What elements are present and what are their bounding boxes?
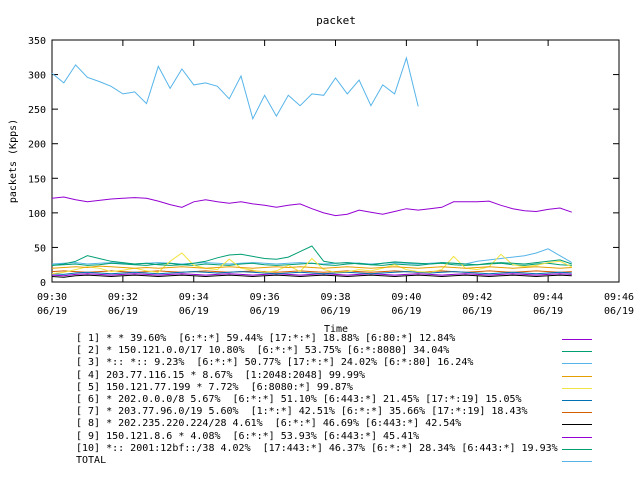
legend-entry: [ 5] 150.121.77.199 * 7.72% [6:8080:*] 9…	[0, 382, 640, 394]
legend-label: [10] *:: 2001:12bf::/38 4.02% [17:443:*]…	[76, 442, 558, 454]
legend-label: [ 4] 203.77.116.15 * 8.67% [1:2048:2048]…	[76, 369, 365, 381]
series-line-6	[51, 271, 572, 275]
legend-swatch	[562, 375, 592, 377]
legend-entry: [ 4] 203.77.116.15 * 8.67% [1:2048:2048]…	[0, 370, 640, 382]
legend-entry: [ 7] * 203.77.96.0/19 5.60% [1:*:*] 42.5…	[0, 406, 640, 418]
series-line-5	[51, 252, 573, 275]
legend-entry: [ 8] * 202.235.220.224/28 4.61% [6:*:*] …	[0, 418, 640, 430]
y-axis-label: packets (Kpps)	[8, 119, 19, 203]
x-tick-date-label: 06/19	[320, 306, 350, 317]
y-axis-ticks: 0 50 100 150 200 250 300 350	[28, 36, 619, 289]
legend-swatch	[562, 387, 592, 389]
legend-entry: [ 6] * 202.0.0.0/8 5.67% [6:*:*] 51.10% …	[0, 394, 640, 406]
legend-swatch	[562, 400, 592, 401]
y-tick-label: 200	[28, 140, 46, 151]
legend-label: [ 7] * 203.77.96.0/19 5.60% [1:*:*] 42.5…	[76, 406, 528, 418]
legend-label: [ 8] * 202.235.220.224/28 4.61% [6:*:*] …	[76, 418, 462, 430]
x-tick-time-label: 09:42	[462, 292, 492, 303]
series-line-4	[51, 265, 572, 269]
x-tick-time-label: 09:44	[533, 292, 563, 303]
legend-swatch	[562, 436, 592, 438]
y-tick-label: 350	[28, 36, 46, 47]
legend-swatch	[562, 412, 592, 414]
x-tick-date-label: 06/19	[179, 306, 209, 317]
legend-label: [ 9] 150.121.8.6 * 4.08% [6:*:*] 53.93% …	[76, 430, 420, 442]
y-tick-label: 100	[28, 209, 46, 220]
x-axis-ticks: 09:30 06/19 09:32 06/19 09:34 06/19 09:36 06/19…	[37, 40, 634, 317]
plot-frame	[51, 39, 620, 283]
x-tick-time-label: 09:40	[391, 292, 421, 303]
legend-entry: [ 2] * 150.121.0.0/17 10.80% [6:*:*] 53.…	[0, 345, 640, 357]
y-tick-label: 250	[28, 105, 46, 116]
legend-entry: [10] *:: 2001:12bf::/38 4.02% [17:443:*]…	[0, 443, 640, 455]
legend-label: [ 6] * 202.0.0.0/8 5.67% [6:*:*] 51.10% …	[76, 394, 522, 405]
y-tick-label: 50	[34, 243, 46, 254]
x-tick-date-label: 06/19	[391, 306, 421, 317]
x-tick-time-label: 09:38	[320, 292, 350, 303]
y-tick-label: 150	[28, 174, 46, 185]
legend-swatch	[562, 351, 592, 353]
x-axis-label: Time	[324, 324, 348, 335]
x-tick-time-label: 09:34	[179, 292, 209, 303]
legend-entry: [ 9] 150.121.8.6 * 4.08% [6:*:*] 53.93% …	[0, 431, 640, 443]
x-tick-date-label: 06/19	[604, 306, 634, 317]
legend-entry: TOTAL	[0, 455, 640, 467]
y-tick-label: 300	[28, 71, 46, 82]
x-tick-date-label: 06/19	[533, 306, 563, 317]
series-line-2	[51, 245, 572, 266]
x-tick-date-label: 06/19	[250, 306, 280, 317]
series-layer	[51, 56, 573, 278]
legend-entry: [ 3] *:: *:: 9.23% [6:*:*] 50.77% [17:*:…	[0, 357, 640, 369]
legend-label: [ 1] * * 39.60% [6:*:*] 59.44% [17:*:*] …	[76, 333, 456, 344]
legend-swatch	[562, 448, 592, 450]
y-tick-label: 0	[40, 278, 46, 289]
legend-label: [ 5] 150.121.77.199 * 7.72% [6:8080:*] 9…	[76, 381, 353, 393]
chart-title: packet	[316, 14, 356, 27]
legend-swatch	[562, 461, 592, 462]
x-tick-time-label: 09:32	[108, 292, 138, 303]
x-tick-date-label: 06/19	[37, 306, 67, 317]
legend-label: [ 2] * 150.121.0.0/17 10.80% [6:*:*] 53.…	[76, 345, 450, 357]
series-line-1	[51, 196, 572, 217]
series-line-9	[51, 273, 572, 277]
x-tick-date-label: 06/19	[108, 306, 138, 317]
legend-entry: [ 1] * * 39.60% [6:*:*] 59.44% [17:*:*] …	[0, 333, 640, 345]
legend-swatch	[562, 339, 592, 340]
x-tick-time-label: 09:30	[37, 292, 67, 303]
x-tick-time-label: 09:46	[604, 292, 634, 303]
legend-swatch	[562, 424, 592, 426]
x-tick-time-label: 09:36	[250, 292, 280, 303]
legend-swatch	[562, 363, 592, 365]
series-line-3	[51, 56, 419, 121]
series-line-8	[51, 274, 572, 278]
legend-label: [ 3] *:: *:: 9.23% [6:*:*] 50.77% [17:*:…	[76, 357, 474, 369]
x-tick-date-label: 06/19	[462, 306, 492, 317]
legend-label: TOTAL	[76, 455, 107, 466]
